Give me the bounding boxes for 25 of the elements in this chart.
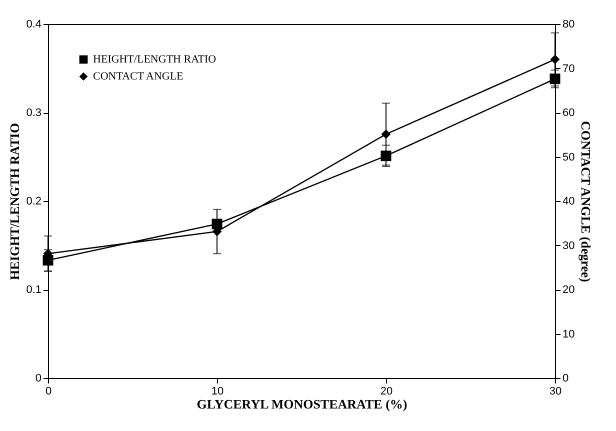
point [381, 129, 391, 139]
x-tick-label: 20 [380, 386, 393, 398]
y2-tick-label: 0 [562, 372, 569, 384]
point [550, 54, 560, 64]
y2-tick-label: 80 [562, 18, 575, 30]
y2-tick-label: 10 [562, 328, 575, 340]
legend-label: HEIGHT/LENGTH RATIO [93, 54, 216, 66]
y-axis-title: HEIGHT/LENGTH RATIO [7, 123, 22, 280]
y-tick-label: 0.2 [26, 196, 42, 208]
y2-tick-label: 60 [562, 107, 575, 119]
y-tick-label: 0.3 [26, 107, 42, 119]
y2-tick-label: 70 [562, 62, 575, 75]
y-tick-label: 0 [35, 372, 42, 384]
y2-tick-label: 20 [562, 284, 575, 296]
y2-tick-label: 50 [562, 151, 575, 164]
y2-tick-label: 40 [562, 196, 575, 208]
legend-label: CONTACT ANGLE [93, 70, 184, 82]
x-tick-label: 10 [211, 386, 224, 398]
y2-axis-title: CONTACT ANGLE (degree) [578, 120, 594, 282]
x-axis-title: GLYCERYL MONOSTEARATE (%) [196, 396, 408, 412]
y-tick-label: 0.4 [26, 18, 42, 30]
x-tick-label: 30 [549, 386, 562, 398]
y2-tick-label: 30 [562, 240, 575, 252]
x-tick-label: 0 [45, 386, 52, 398]
y-tick-label: 0.1 [26, 284, 42, 296]
